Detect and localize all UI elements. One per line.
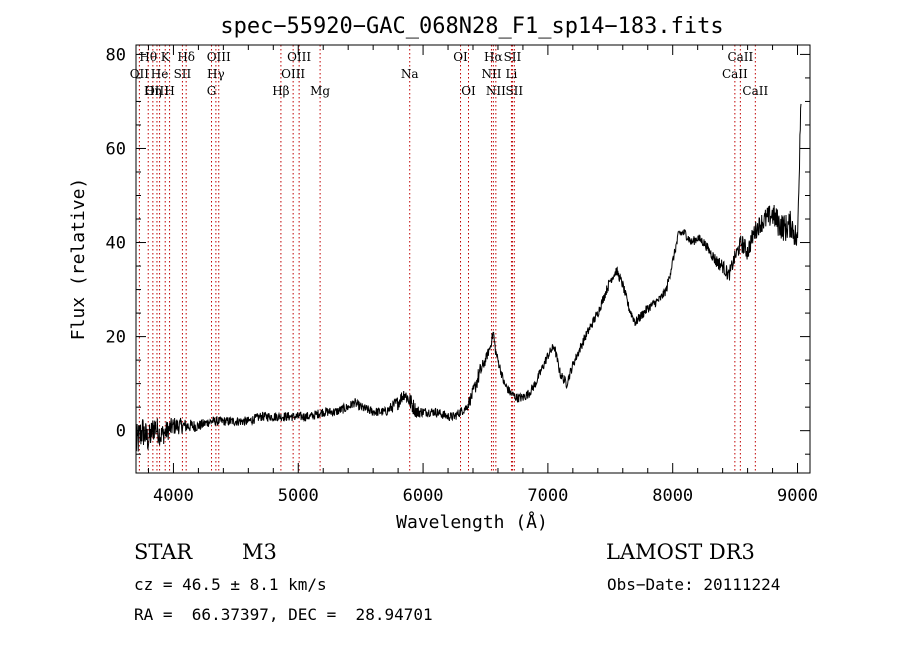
line-label-27: CaII (742, 84, 768, 98)
y-tick-label-2: 40 (106, 234, 126, 254)
line-label-8: Hδ (177, 50, 195, 64)
x-tick-label-4: 8000 (652, 486, 693, 506)
line-label-11: G (207, 84, 217, 98)
spectrum-series (135, 103, 802, 452)
line-label-18: OI (461, 84, 476, 98)
line-label-25: CaII (722, 67, 748, 81)
line-label-10: Hγ (207, 67, 225, 81)
line-label-24: SII (505, 84, 523, 98)
line-label-13: OIII (281, 67, 305, 81)
object-class: STAR (134, 540, 193, 564)
x-tick-label-5: 9000 (777, 486, 818, 506)
chart-title: spec−55920−GAC_068N28_F1_sp14−183.fits (220, 14, 723, 39)
spectral-line-markers (138, 45, 756, 473)
line-label-5: K (161, 50, 171, 64)
line-label-15: Mg (310, 84, 330, 98)
x-tick-label-3: 7000 (527, 486, 568, 506)
line-label-3: He (151, 67, 169, 81)
line-label-7: SII (174, 67, 192, 81)
line-label-21: NII (486, 84, 506, 98)
line-label-16: Na (401, 67, 419, 81)
line-label-0: Hθ (139, 50, 157, 64)
y-tick-label-4: 80 (106, 45, 126, 65)
line-label-19: NII (481, 67, 501, 81)
x-tick-label-0: 4000 (153, 486, 194, 506)
spectrum-line (135, 103, 802, 452)
line-label-6: H (164, 84, 174, 98)
line-label-22: Li (506, 67, 518, 81)
y-tick-label-0: 0 (116, 422, 126, 442)
y-tick-label-1: 20 (106, 328, 126, 348)
line-label-2: OIII (145, 84, 169, 98)
line-label-12: Hβ (272, 84, 289, 98)
y-axis-label: Flux (relative) (68, 178, 89, 341)
ra-dec-coordinates: RA = 66.37397, DEC = 28.94701 (134, 605, 433, 624)
line-label-9: OIII (207, 50, 231, 64)
line-label-14: OIII (287, 50, 311, 64)
x-axis-label: Wavelength (Å) (396, 511, 548, 533)
line-label-4: Hη (144, 84, 162, 98)
x-tick-label-2: 6000 (403, 486, 444, 506)
line-label-20: Hα (484, 50, 503, 64)
line-label-23: SII (504, 50, 522, 64)
observation-date: Obs−Date: 20111224 (607, 575, 781, 594)
line-label-26: CaII (727, 50, 753, 64)
redshift-velocity: cz = 46.5 ± 8.1 km/s (134, 575, 327, 594)
line-label-17: OI (453, 50, 468, 64)
x-tick-label-1: 5000 (278, 486, 319, 506)
axis-ticks: 4000 5000 6000 7000 8000 9000 0 20 40 60 80 (106, 45, 818, 506)
survey-name: LAMOST DR3 (606, 540, 755, 564)
object-subclass: M3 (242, 540, 277, 564)
y-tick-label-3: 60 (106, 139, 126, 159)
plot-frame (135, 44, 811, 474)
line-label-1: OII (130, 67, 150, 81)
